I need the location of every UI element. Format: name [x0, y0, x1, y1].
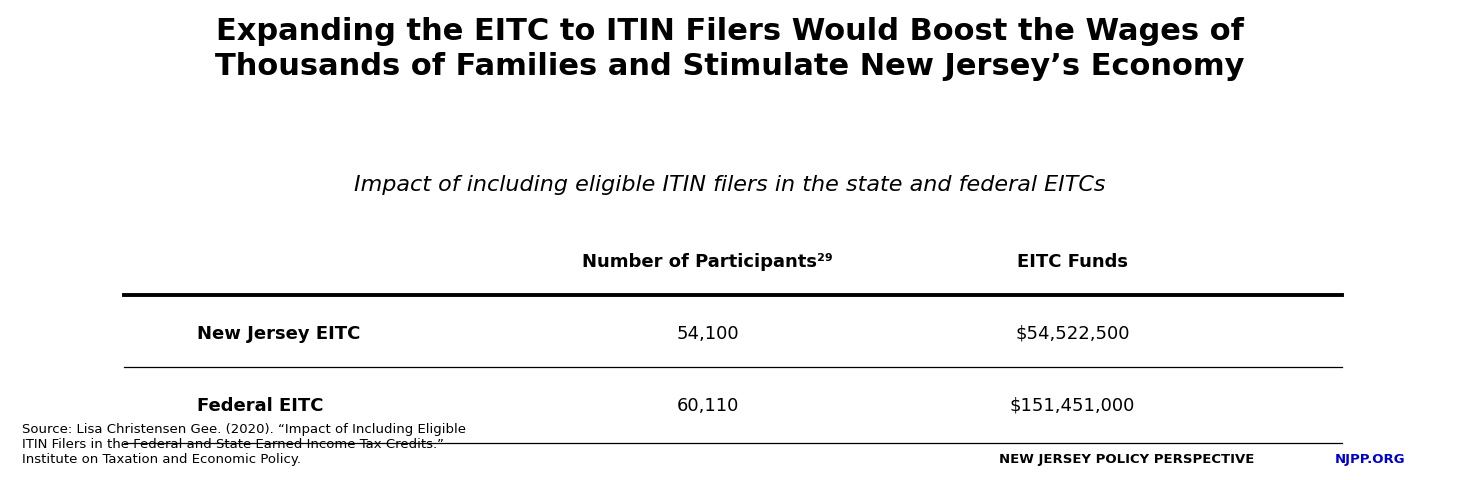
Text: NJPP.ORG: NJPP.ORG	[1335, 453, 1405, 466]
Text: EITC Funds: EITC Funds	[1017, 252, 1128, 271]
Text: 60,110: 60,110	[677, 396, 738, 415]
Text: Federal EITC: Federal EITC	[197, 396, 324, 415]
Text: Number of Participants²⁹: Number of Participants²⁹	[582, 252, 833, 271]
Text: 54,100: 54,100	[677, 324, 738, 343]
Text: Source: Lisa Christensen Gee. (2020). “Impact of Including Eligible
ITIN Filers : Source: Lisa Christensen Gee. (2020). “I…	[22, 422, 465, 466]
Text: $151,451,000: $151,451,000	[1010, 396, 1135, 415]
Text: Expanding the EITC to ITIN Filers Would Boost the Wages of
Thousands of Families: Expanding the EITC to ITIN Filers Would …	[214, 17, 1245, 81]
Text: Impact of including eligible ITIN filers in the state and federal EITCs: Impact of including eligible ITIN filers…	[353, 175, 1106, 195]
Text: New Jersey EITC: New Jersey EITC	[197, 324, 360, 343]
Text: NEW JERSEY POLICY PERSPECTIVE: NEW JERSEY POLICY PERSPECTIVE	[999, 453, 1255, 466]
Text: $54,522,500: $54,522,500	[1015, 324, 1129, 343]
